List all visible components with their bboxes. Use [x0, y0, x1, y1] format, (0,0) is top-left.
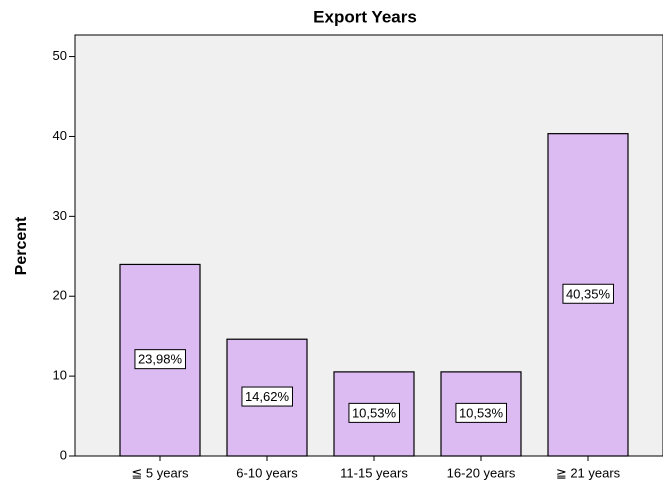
y-tick-label: 30 [53, 208, 67, 223]
data-label: 10,53% [459, 405, 504, 420]
x-tick-label: ≧ 21 years [556, 465, 621, 480]
x-tick-label: 11-15 years [340, 465, 408, 480]
data-label-box [134, 349, 186, 370]
data-label-box [348, 402, 400, 423]
y-tick-label: 40 [53, 128, 67, 143]
x-tick-label: 6-10 years [236, 465, 298, 480]
x-tick-label: ≦ 5 years [131, 465, 189, 480]
data-label: 23,98% [138, 352, 183, 367]
data-label-box [455, 402, 507, 423]
y-axis-label: Percent [13, 216, 30, 275]
x-tick-label: 16-20 years [447, 465, 516, 480]
data-label: 14,62% [245, 389, 290, 404]
chart-title: Export Years [313, 7, 417, 26]
y-tick-label: 20 [53, 288, 67, 303]
data-label: 10,53% [352, 405, 397, 420]
y-tick-label: 50 [53, 48, 67, 63]
y-tick-label: 0 [60, 447, 67, 462]
data-label: 40,35% [566, 286, 611, 301]
data-label-box [241, 386, 293, 407]
y-tick-label: 10 [53, 368, 67, 383]
data-label-box [562, 283, 614, 304]
